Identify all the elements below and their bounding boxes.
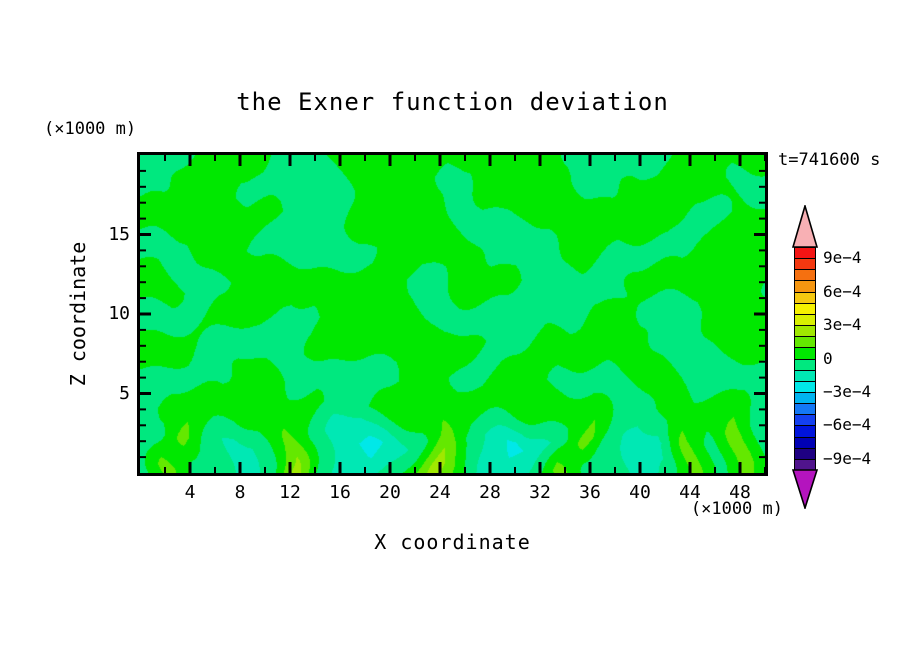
y-tick-label: 5 — [119, 382, 130, 404]
plot-area — [137, 152, 768, 476]
x-tick-label: 20 — [379, 482, 401, 503]
x-tick-label: 28 — [479, 482, 501, 503]
colorbar-label: −3e−4 — [823, 381, 872, 401]
axis-ticks — [140, 155, 765, 473]
time-label: t=741600 s — [778, 150, 881, 170]
x-tick-label: 44 — [679, 482, 701, 503]
colorbar-under-arrow — [792, 469, 818, 509]
x-tick-label: 48 — [729, 482, 751, 503]
contour-field-canvas — [140, 155, 765, 473]
x-tick-label: 4 — [184, 482, 196, 503]
colorbar-label: 9e−4 — [823, 248, 862, 268]
chart-title: the Exner function deviation — [236, 88, 669, 116]
colorbar-over-arrow — [792, 205, 818, 248]
x-tick-label: 24 — [429, 482, 451, 503]
colorbar-label: 6e−4 — [823, 281, 862, 301]
y-axis-title: Z coordinate — [66, 241, 90, 387]
colorbar-label: −6e−4 — [823, 415, 872, 435]
colorbar-label: −9e−4 — [823, 448, 872, 468]
x-tick-label: 8 — [234, 482, 246, 503]
x-tick-label: 32 — [529, 482, 551, 503]
y-tick-label: 15 — [108, 223, 130, 245]
x-tick-label: 12 — [279, 482, 301, 503]
colorbar-label: 3e−4 — [823, 315, 862, 335]
x-axis-unit-label: (×1000 m) — [690, 499, 783, 519]
x-tick-label: 40 — [629, 482, 651, 503]
y-tick-label: 10 — [108, 303, 130, 324]
colorbar-label: 0 — [823, 348, 833, 368]
x-tick-label: 16 — [329, 482, 351, 503]
x-axis-title: X coordinate — [374, 530, 531, 554]
z-axis-unit-label: (×1000 m) — [44, 119, 137, 139]
x-tick-label: 36 — [579, 482, 601, 503]
